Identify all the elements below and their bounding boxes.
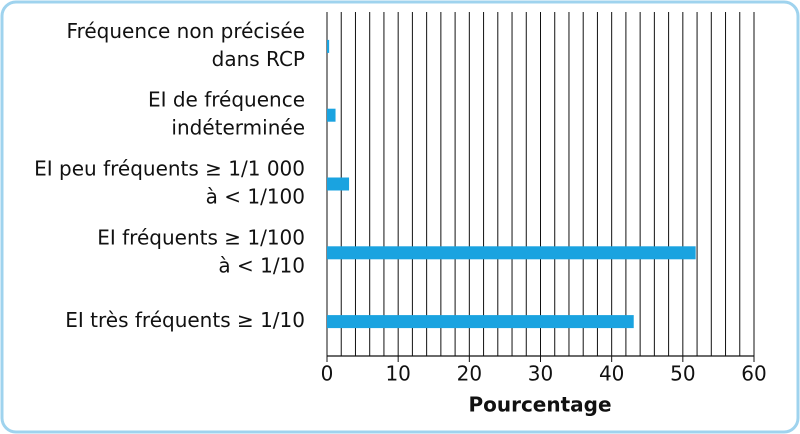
y-tick-label: à < 1/100 (206, 185, 305, 209)
y-tick-label: EI fréquents ≥ 1/100 (97, 225, 305, 249)
x-tick-label: 40 (599, 362, 624, 386)
x-axis-title: Pourcentage (468, 393, 611, 417)
bar (327, 246, 696, 260)
bar (327, 39, 330, 53)
y-tick-label: EI très fréquents ≥ 1/10 (65, 308, 305, 332)
y-tick-label: à < 1/10 (218, 253, 305, 277)
y-tick-label: Fréquence non précisée (67, 19, 305, 43)
x-tick-label: 30 (528, 362, 553, 386)
bar (327, 177, 350, 191)
y-tick-label: dans RCP (212, 47, 305, 71)
x-tick-label: 20 (457, 362, 482, 386)
x-tick-label: 0 (321, 362, 334, 386)
x-tick-label: 10 (385, 362, 410, 386)
x-tick-label: 60 (741, 362, 766, 386)
bar (327, 315, 634, 329)
y-tick-label: EI peu fréquents ≥ 1/1 000 (34, 157, 305, 181)
bar (327, 108, 336, 122)
x-tick-label: 50 (670, 362, 695, 386)
y-tick-label: indéterminée (171, 116, 305, 140)
y-tick-label: EI de fréquence (148, 88, 305, 112)
